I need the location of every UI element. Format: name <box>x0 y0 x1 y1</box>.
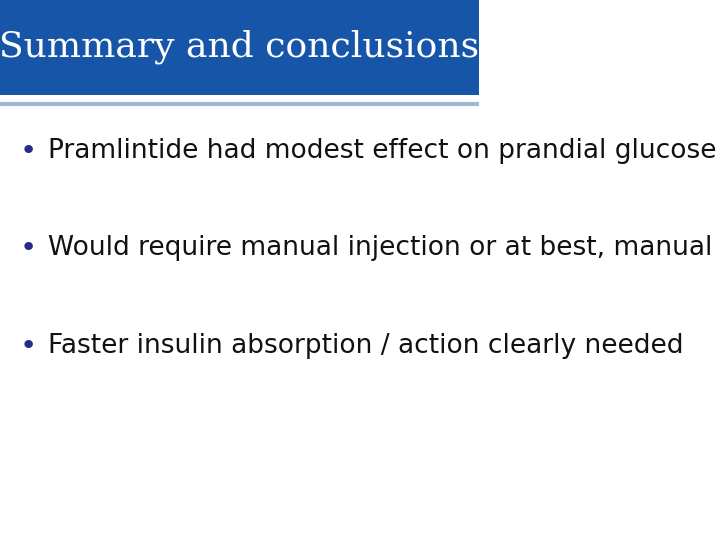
Text: •: • <box>20 332 37 360</box>
Text: •: • <box>20 137 37 165</box>
Text: Summary and conclusions: Summary and conclusions <box>0 30 480 64</box>
FancyBboxPatch shape <box>0 0 479 94</box>
Text: Would require manual injection or at best, manual bolus: Would require manual injection or at bes… <box>48 235 720 261</box>
Text: •: • <box>20 234 37 262</box>
Text: Pramlintide had modest effect on prandial glucose: Pramlintide had modest effect on prandia… <box>48 138 716 164</box>
Text: Faster insulin absorption / action clearly needed: Faster insulin absorption / action clear… <box>48 333 683 359</box>
